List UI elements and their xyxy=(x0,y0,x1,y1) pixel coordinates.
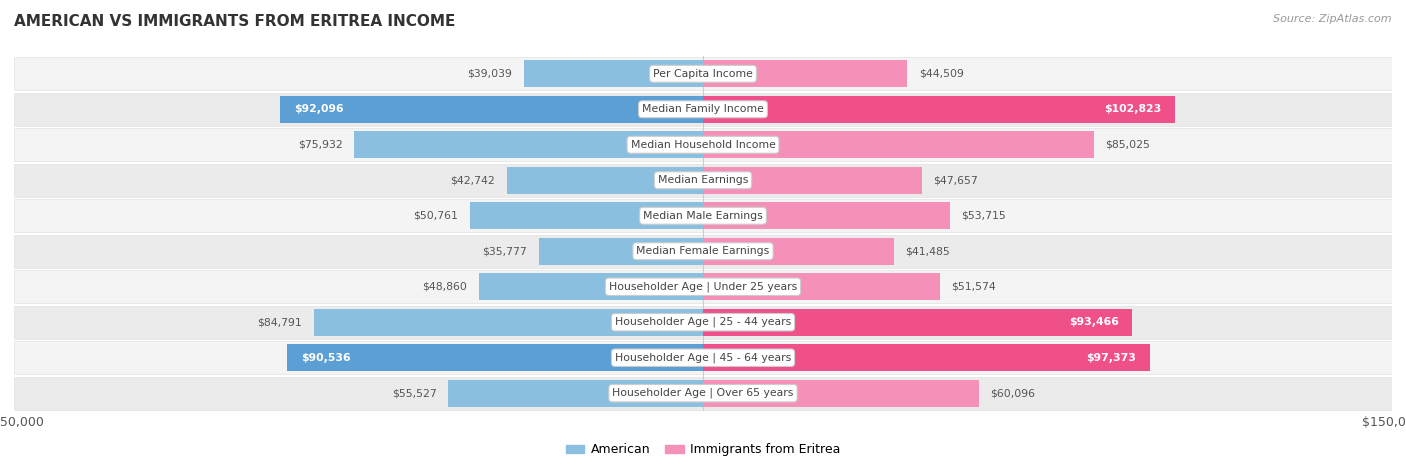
Bar xyxy=(280,96,703,122)
Bar xyxy=(14,235,1392,268)
Text: $35,777: $35,777 xyxy=(482,246,527,256)
Bar xyxy=(14,341,1392,374)
Bar xyxy=(703,167,922,193)
Text: $90,536: $90,536 xyxy=(301,353,350,363)
Text: $50,761: $50,761 xyxy=(413,211,458,221)
Bar xyxy=(703,203,949,229)
Bar xyxy=(14,199,1392,232)
Bar xyxy=(470,203,703,229)
Bar xyxy=(14,128,1392,161)
Text: $60,096: $60,096 xyxy=(990,388,1035,398)
Text: Householder Age | Over 65 years: Householder Age | Over 65 years xyxy=(612,388,794,398)
Text: $41,485: $41,485 xyxy=(905,246,950,256)
Text: $55,527: $55,527 xyxy=(392,388,436,398)
Text: Median Male Earnings: Median Male Earnings xyxy=(643,211,763,221)
Text: $51,574: $51,574 xyxy=(952,282,995,292)
Bar xyxy=(14,270,1392,303)
Text: $48,860: $48,860 xyxy=(422,282,467,292)
Bar xyxy=(314,309,703,335)
Text: $44,509: $44,509 xyxy=(920,69,963,79)
Text: $47,657: $47,657 xyxy=(934,175,979,185)
Text: Median Family Income: Median Family Income xyxy=(643,104,763,114)
Bar xyxy=(287,344,703,371)
Text: Householder Age | 45 - 64 years: Householder Age | 45 - 64 years xyxy=(614,353,792,363)
Bar xyxy=(703,309,1132,335)
Bar xyxy=(354,132,703,158)
Text: Householder Age | 25 - 44 years: Householder Age | 25 - 44 years xyxy=(614,317,792,327)
Text: $42,742: $42,742 xyxy=(450,175,495,185)
Text: AMERICAN VS IMMIGRANTS FROM ERITREA INCOME: AMERICAN VS IMMIGRANTS FROM ERITREA INCO… xyxy=(14,14,456,29)
Bar xyxy=(703,60,907,87)
Text: $53,715: $53,715 xyxy=(962,211,1005,221)
Bar xyxy=(703,238,894,264)
Bar xyxy=(538,238,703,264)
Bar xyxy=(703,380,979,406)
Bar xyxy=(14,306,1392,339)
Legend: American, Immigrants from Eritrea: American, Immigrants from Eritrea xyxy=(561,439,845,461)
Text: Source: ZipAtlas.com: Source: ZipAtlas.com xyxy=(1274,14,1392,24)
Bar xyxy=(478,273,703,300)
Text: Median Female Earnings: Median Female Earnings xyxy=(637,246,769,256)
Text: $39,039: $39,039 xyxy=(467,69,512,79)
Text: $75,932: $75,932 xyxy=(298,140,343,150)
Bar xyxy=(14,93,1392,126)
Text: Per Capita Income: Per Capita Income xyxy=(652,69,754,79)
Text: $97,373: $97,373 xyxy=(1087,353,1136,363)
Text: $84,791: $84,791 xyxy=(257,317,302,327)
Bar xyxy=(14,377,1392,410)
Bar xyxy=(523,60,703,87)
Bar xyxy=(703,344,1150,371)
Text: Householder Age | Under 25 years: Householder Age | Under 25 years xyxy=(609,282,797,292)
Text: $102,823: $102,823 xyxy=(1104,104,1161,114)
Text: $92,096: $92,096 xyxy=(294,104,343,114)
Bar xyxy=(703,132,1094,158)
Bar xyxy=(703,96,1175,122)
Bar xyxy=(703,273,939,300)
Bar xyxy=(14,164,1392,197)
Text: $93,466: $93,466 xyxy=(1069,317,1119,327)
Bar xyxy=(14,57,1392,90)
Bar xyxy=(449,380,703,406)
Bar xyxy=(506,167,703,193)
Text: Median Household Income: Median Household Income xyxy=(630,140,776,150)
Text: Median Earnings: Median Earnings xyxy=(658,175,748,185)
Text: $85,025: $85,025 xyxy=(1105,140,1150,150)
